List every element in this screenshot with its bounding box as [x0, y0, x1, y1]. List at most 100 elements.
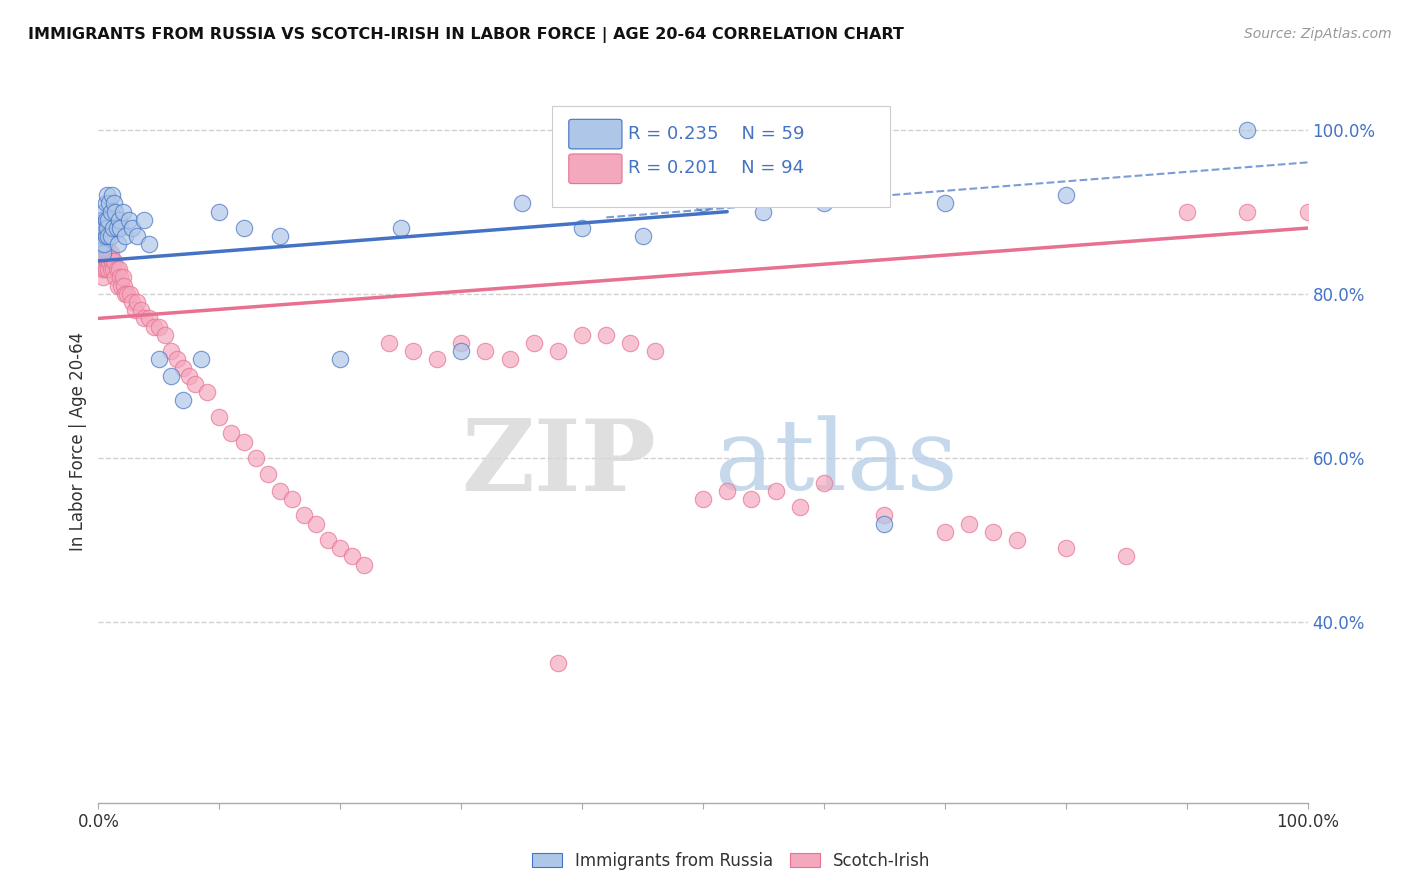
Point: [93, 237, 115, 252]
Point: [232, 434, 254, 449]
Point: [94, 245, 117, 260]
Point: [179, 368, 201, 383]
Point: [1054, 541, 1077, 556]
Point: [91, 253, 114, 268]
Point: [692, 196, 714, 211]
Point: [127, 295, 149, 310]
Point: [93, 262, 115, 277]
Point: [1175, 204, 1198, 219]
Point: [547, 344, 569, 359]
Text: R = 0.235    N = 59: R = 0.235 N = 59: [628, 125, 804, 143]
Point: [94, 196, 117, 211]
Point: [281, 491, 304, 506]
Point: [91, 237, 114, 252]
Point: [1115, 549, 1137, 564]
Point: [138, 311, 160, 326]
Point: [89, 229, 111, 244]
Point: [353, 558, 375, 572]
Point: [153, 327, 176, 342]
Point: [90, 229, 112, 244]
Legend: Immigrants from Russia, Scotch-Irish: Immigrants from Russia, Scotch-Irish: [527, 847, 935, 875]
Point: [98, 196, 121, 211]
Point: [329, 541, 352, 556]
Point: [138, 237, 160, 252]
Point: [97, 262, 120, 277]
Point: [91, 212, 114, 227]
Point: [172, 393, 194, 408]
Point: [232, 221, 254, 235]
Point: [450, 344, 472, 359]
Point: [716, 483, 738, 498]
Point: [93, 204, 115, 219]
Point: [873, 516, 896, 531]
Point: [96, 221, 118, 235]
Point: [631, 229, 654, 244]
Point: [93, 229, 115, 244]
Text: ZIP: ZIP: [461, 415, 657, 512]
Point: [813, 196, 835, 211]
Point: [129, 303, 152, 318]
Point: [498, 352, 520, 367]
FancyBboxPatch shape: [551, 105, 890, 207]
Point: [166, 352, 188, 367]
Point: [111, 204, 134, 219]
Point: [90, 229, 112, 244]
Point: [134, 212, 156, 227]
Point: [377, 336, 399, 351]
Point: [208, 204, 231, 219]
Point: [112, 278, 135, 293]
Point: [389, 221, 412, 235]
Point: [97, 212, 120, 227]
Point: [316, 533, 339, 547]
Point: [90, 212, 112, 227]
Point: [93, 221, 115, 235]
Point: [619, 336, 641, 351]
Point: [789, 500, 811, 515]
Point: [269, 229, 291, 244]
Point: [108, 221, 131, 235]
Point: [1007, 533, 1029, 547]
Point: [160, 344, 183, 359]
Point: [91, 221, 114, 235]
Point: [208, 409, 231, 424]
Point: [91, 245, 114, 260]
Point: [571, 327, 593, 342]
Point: [89, 221, 111, 235]
Point: [96, 237, 118, 252]
Point: [98, 253, 121, 268]
Point: [100, 245, 122, 260]
Point: [426, 352, 449, 367]
Point: [103, 196, 125, 211]
Point: [107, 278, 129, 293]
Point: [107, 237, 129, 252]
Point: [97, 229, 120, 244]
Point: [523, 336, 546, 351]
Y-axis label: In Labor Force | Age 20-64: In Labor Force | Age 20-64: [69, 332, 87, 551]
Point: [752, 204, 775, 219]
Point: [124, 303, 146, 318]
Point: [100, 229, 122, 244]
Point: [547, 657, 569, 671]
Point: [1236, 122, 1258, 136]
Point: [100, 262, 122, 277]
Point: [97, 245, 120, 260]
Point: [195, 385, 218, 400]
Point: [89, 237, 111, 252]
Point: [474, 344, 496, 359]
Text: atlas: atlas: [716, 416, 957, 511]
Point: [100, 253, 122, 268]
Point: [96, 253, 118, 268]
Point: [100, 204, 122, 219]
Text: R = 0.201    N = 94: R = 0.201 N = 94: [628, 160, 804, 178]
Point: [114, 286, 136, 301]
Point: [1236, 204, 1258, 219]
Point: [91, 270, 114, 285]
Point: [108, 262, 131, 277]
Point: [402, 344, 425, 359]
Point: [957, 516, 980, 531]
Point: [692, 491, 714, 506]
Point: [121, 221, 143, 235]
Point: [148, 352, 170, 367]
Point: [510, 196, 533, 211]
Point: [91, 212, 114, 227]
